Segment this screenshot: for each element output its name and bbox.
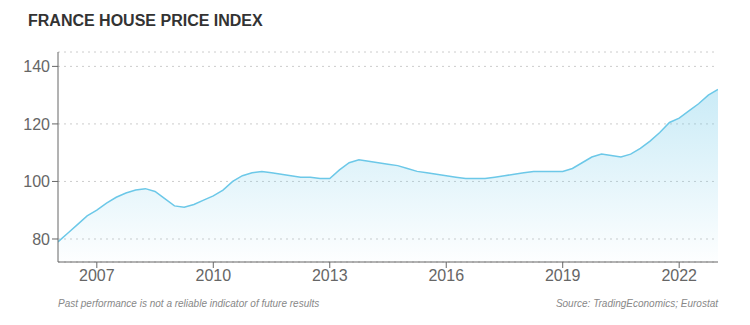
svg-text:2007: 2007	[79, 267, 115, 284]
html-text:Past performance is not a reli: Past performance is not a reliable indic…	[58, 298, 320, 309]
svg-text:2010: 2010	[195, 267, 231, 284]
svg-text:2013: 2013	[312, 267, 348, 284]
svg-text:120: 120	[23, 116, 50, 133]
html-text:Source: TradingEconomics; Euro: Source: TradingEconomics; Eurostat	[555, 298, 718, 309]
svg-text:80: 80	[32, 231, 50, 248]
svg-text:2016: 2016	[428, 267, 464, 284]
svg-text:140: 140	[23, 58, 50, 75]
html-text:FRANCE HOUSE PRICE INDEX: FRANCE HOUSE PRICE INDEX	[28, 12, 263, 29]
svg-text:100: 100	[23, 173, 50, 190]
svg-text:2019: 2019	[545, 267, 581, 284]
svg-text:2022: 2022	[661, 267, 697, 284]
